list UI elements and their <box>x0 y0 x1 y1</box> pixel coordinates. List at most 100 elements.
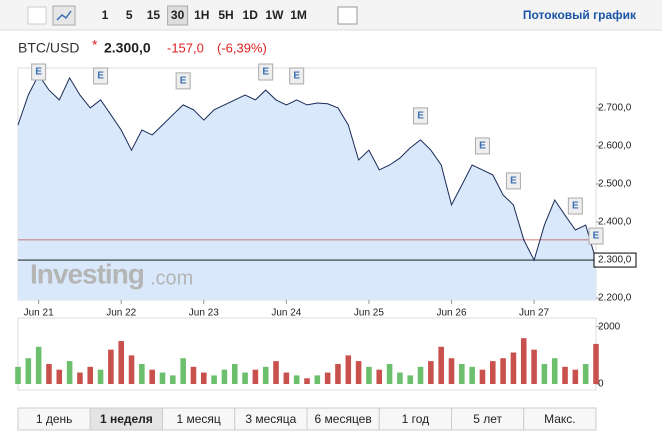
volume-bar <box>489 361 496 384</box>
volume-bar <box>562 366 568 384</box>
volume-bar <box>180 358 186 384</box>
interval-button[interactable]: 30 <box>171 8 185 22</box>
volume-bar <box>15 366 21 384</box>
volume-bar <box>108 349 114 384</box>
volume-bar <box>510 352 517 384</box>
event-marker[interactable] <box>258 63 274 81</box>
volume-bar <box>428 361 434 384</box>
x-tick-label: Jun 21 <box>24 308 54 319</box>
volume-bar <box>531 349 537 384</box>
range-label[interactable]: 1 неделя <box>100 412 153 426</box>
volume-bar <box>273 361 279 384</box>
event-label: E <box>35 67 42 78</box>
range-label[interactable]: 1 день <box>36 412 73 426</box>
event-marker[interactable] <box>175 72 191 90</box>
event-label: E <box>293 71 300 82</box>
volume-bar <box>25 358 32 384</box>
volume-bar <box>582 363 589 384</box>
volume-bar <box>200 372 207 384</box>
interval-selected[interactable] <box>167 5 189 26</box>
range-label[interactable]: 1 месяц <box>176 412 220 426</box>
volume-bar <box>366 366 372 384</box>
volume-bar <box>231 363 238 384</box>
y-tick-label: 2.300,0 <box>598 255 632 266</box>
volume-bar <box>211 375 217 384</box>
volume-bar <box>593 343 599 384</box>
range-button[interactable] <box>523 407 597 431</box>
event-marker[interactable] <box>505 172 521 190</box>
volume-bar <box>66 361 73 384</box>
event-label: E <box>180 76 187 87</box>
volume-bar <box>500 358 506 384</box>
volume-bar <box>417 366 424 384</box>
candle-icon[interactable] <box>27 6 47 25</box>
interval-button[interactable]: 1W <box>265 8 284 22</box>
volume-bar <box>87 366 94 384</box>
range-label[interactable]: 5 лет <box>473 412 502 426</box>
interval-button[interactable]: 1 <box>102 8 109 22</box>
symbol: BTC/USD <box>18 40 79 56</box>
volume-bar <box>262 366 269 384</box>
volume-bar <box>252 369 259 384</box>
y-tick-label: 2.400,0 <box>598 217 632 228</box>
volume-bar <box>345 355 352 384</box>
range-label[interactable]: 3 месяца <box>245 412 296 426</box>
volume-bar <box>386 363 393 384</box>
range-label[interactable]: Макс. <box>544 412 576 426</box>
interval-button[interactable]: 1H <box>194 8 209 22</box>
x-tick-label: Jun 25 <box>354 308 384 319</box>
watermark: Investing <box>30 258 144 289</box>
event-marker[interactable] <box>474 137 490 155</box>
line-icon[interactable] <box>52 5 76 26</box>
volume-bar <box>438 346 444 384</box>
volume-bar <box>479 369 486 384</box>
event-label: E <box>479 141 486 152</box>
interval-button[interactable]: 5H <box>218 8 233 22</box>
volume-bar <box>397 372 403 384</box>
stream-link[interactable]: Потоковый график <box>523 8 637 22</box>
event-label: E <box>97 71 104 82</box>
price-line <box>17 73 597 262</box>
volume-bar <box>407 375 414 384</box>
range-label[interactable]: 6 месяцев <box>315 412 372 426</box>
volume-bar <box>190 366 197 384</box>
interval-button[interactable]: 1D <box>243 8 259 22</box>
volume-bar <box>221 369 228 384</box>
volume-tick-label: 2000 <box>598 321 621 332</box>
volume-bar <box>159 372 166 384</box>
event-marker[interactable] <box>93 67 109 85</box>
interval-button[interactable]: 5 <box>126 8 133 22</box>
event-marker[interactable] <box>289 67 305 85</box>
volume-tick-label: 0 <box>598 379 604 390</box>
event-label: E <box>510 176 517 187</box>
volume-bar <box>35 346 42 384</box>
volume-bar <box>324 372 331 384</box>
volume-bar <box>520 338 527 384</box>
volume-bar <box>283 372 290 384</box>
event-label: E <box>593 231 600 242</box>
volume-bar <box>304 378 310 384</box>
volume-bar <box>242 372 248 384</box>
volume-bar <box>551 358 558 384</box>
price-label-box <box>593 252 637 268</box>
event-label: E <box>417 111 424 122</box>
interval-button[interactable]: 15 <box>147 8 161 22</box>
event-marker[interactable] <box>567 197 583 215</box>
event-marker[interactable] <box>588 227 604 245</box>
event-marker[interactable] <box>31 63 47 81</box>
price: 2.300,0 <box>104 40 151 56</box>
volume-bar <box>128 355 135 384</box>
range-label[interactable]: 1 год <box>402 412 430 426</box>
y-tick-label: 2.200,0 <box>598 293 632 304</box>
interval-button[interactable]: 1M <box>290 8 307 22</box>
watermark-suffix: .com <box>150 267 193 289</box>
table-icon[interactable] <box>337 6 358 25</box>
volume-bar <box>77 372 83 384</box>
volume-bar <box>355 361 362 384</box>
change-pct: (-6,39%) <box>217 40 267 55</box>
volume-bar <box>376 369 383 384</box>
volume-bar <box>118 341 125 384</box>
event-marker[interactable] <box>413 107 429 125</box>
y-tick-label: 2.600,0 <box>598 141 632 152</box>
